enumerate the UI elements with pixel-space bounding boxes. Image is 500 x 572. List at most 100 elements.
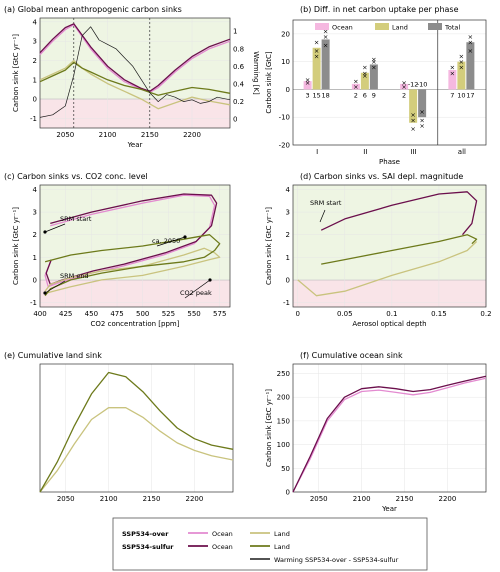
bar-value-label: 17	[466, 91, 474, 99]
series-line-ocean_over	[44, 194, 216, 288]
ytick-right-label: 0	[233, 116, 237, 124]
xtick-label: 0.05	[337, 310, 353, 318]
ytick-right-label: 0.4	[233, 81, 245, 89]
ensemble-marker: ×	[362, 72, 367, 80]
ytick-label: 150	[277, 417, 290, 425]
annotation-co2-peak-arrow	[184, 279, 211, 299]
xtick-label: 2150	[396, 495, 414, 503]
xtick-label: 2100	[99, 131, 117, 139]
plot-frame	[39, 17, 231, 129]
bar-land	[457, 61, 466, 90]
ytick-label: 200	[277, 394, 290, 402]
xtick-label: 0.15	[431, 310, 447, 318]
xtick-label: 2100	[353, 495, 371, 503]
legend-ocean-sulfur-text: Ocean	[212, 543, 233, 551]
panel-d: (d) Carbon sinks vs. SAI depl. magnitude…	[265, 172, 492, 328]
ytick-label: 10	[281, 58, 290, 66]
legend-swatch-total	[428, 23, 442, 30]
ytick-right-label: 0.6	[233, 63, 245, 71]
ytick-label: 0	[286, 276, 290, 284]
xtick-label: 0.1	[386, 310, 397, 318]
ensemble-marker: ×	[459, 53, 464, 61]
ytick-right-label: 0.8	[233, 45, 244, 53]
legend-label-total: Total	[444, 24, 460, 32]
ensemble-marker: ×	[410, 117, 415, 125]
series-line-land_over	[297, 241, 478, 297]
bar-value-label: 10	[457, 91, 465, 99]
ensemble-marker: ×	[371, 58, 376, 66]
series-line-ocean_sulfur	[320, 191, 478, 236]
bar-total	[369, 64, 378, 90]
y-axis-label: Carbon sink [GtC yr⁻¹]	[12, 207, 20, 285]
legend-warming-text: Warming SSP534-over - SSP534-sulfur	[274, 556, 399, 564]
xtick-label: 0	[295, 310, 299, 318]
panel-f: (f) Cumulative ocean sink 0 50 100 150 200 250…	[265, 351, 487, 513]
xtick-label: 525	[162, 310, 175, 318]
xtick-label: 0.2	[480, 310, 491, 318]
series-line-ocean_over	[39, 24, 231, 93]
ensemble-marker: ×	[401, 79, 406, 87]
xtick-label: 2200	[438, 495, 456, 503]
ensemble-marker: ×	[362, 64, 367, 72]
ytick-label: 0	[286, 489, 290, 497]
x-axis-label: Phase	[379, 158, 400, 166]
series-line-land_over	[44, 247, 221, 295]
ytick-label: 3	[33, 38, 37, 46]
plot-frame	[292, 363, 487, 493]
panel-title-b: (b) Diff. in net carbon uptake per phase	[300, 5, 459, 14]
ensemble-marker: ×	[459, 64, 464, 72]
ytick-label: 50	[281, 465, 290, 473]
ytick-label: 100	[277, 441, 290, 449]
bar-value-label: 2	[354, 91, 358, 99]
bar-land	[409, 89, 418, 123]
bar-value-label: 7	[450, 91, 454, 99]
ytick-label: -1	[283, 299, 290, 307]
ensemble-marker: ×	[353, 83, 358, 91]
plot-frame	[292, 184, 487, 308]
plot-frame	[292, 19, 487, 146]
ensemble-marker: ×	[419, 108, 424, 116]
ensemble-marker: ×	[468, 47, 473, 55]
annotation-srm-start-arrowhead	[43, 230, 47, 234]
ytick-label: -1	[30, 115, 37, 123]
annotation-ca-2050-arrow	[156, 236, 186, 247]
ytick-label: -20	[279, 142, 290, 150]
xtick-label: 2150	[141, 131, 159, 139]
x-axis-label: Aerosol optical depth	[352, 320, 426, 328]
y-axis-label: Carbon sink [GtC]	[265, 51, 273, 114]
legend-land-over-text: Land	[274, 530, 290, 538]
legend-swatch-ocean	[315, 23, 329, 30]
bar-ocean	[448, 70, 457, 90]
ensemble-marker: ×	[419, 122, 424, 130]
legend-label-land: Land	[392, 24, 408, 32]
y-axis-label: Carbon sink [GtC yr⁻¹]	[12, 34, 20, 112]
annotation-srm-start-arrow	[44, 223, 66, 233]
panel-e: (e) Cumulative land sink 2050 2100 2150 2200	[4, 351, 234, 503]
bar-total	[321, 39, 330, 90]
annotation-srm-end-arrow	[44, 280, 66, 294]
ytick-label: 4	[286, 186, 291, 194]
ensemble-marker: ×	[371, 55, 376, 63]
ensemble-marker: ×	[305, 79, 310, 87]
ensemble-marker: ×	[362, 69, 367, 77]
panel-title-e: (e) Cumulative land sink	[4, 351, 102, 360]
bar-value-label: -12	[408, 80, 419, 88]
ensemble-marker: ×	[419, 117, 424, 125]
bar-total	[418, 89, 427, 118]
ensemble-marker: ×	[314, 47, 319, 55]
negative-region	[293, 279, 486, 307]
bar-land	[360, 72, 369, 90]
ensemble-marker: ×	[410, 125, 415, 133]
ensemble-marker: ×	[323, 42, 328, 50]
series-line-land_sulfur	[44, 234, 221, 297]
bar-ocean	[351, 83, 360, 90]
xtick-label: 2100	[100, 495, 118, 503]
bar-value-label: 3	[306, 91, 310, 99]
series-line-land_sulfur	[39, 61, 231, 96]
ytick-label: 1	[33, 254, 37, 262]
panel-title-d: (d) Carbon sinks vs. SAI depl. magnitude	[300, 172, 463, 181]
legend-label-ocean: Ocean	[332, 24, 353, 32]
annotation-ca-2050: ca. 2050	[152, 237, 180, 245]
plot-frame	[39, 363, 234, 493]
panel-title-c: (c) Carbon sinks vs. CO2 conc. level	[4, 172, 148, 181]
